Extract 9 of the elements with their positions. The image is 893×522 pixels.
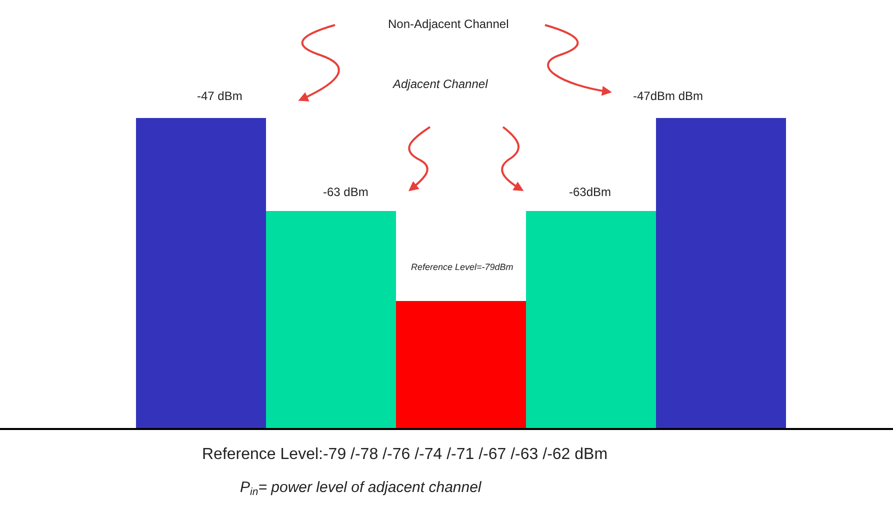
text: Non-Adjacent Channel (388, 17, 509, 31)
text: -47dBm dBm (633, 89, 704, 103)
text: Reference Level:-79 /-78 /-76 /-74 /-71 /-67 /-63 /-62 dBm (202, 446, 608, 463)
annotation: -63dBm (569, 185, 612, 199)
annotation: Reference Level=-79dBm (411, 262, 514, 272)
annotation: -63 dBm (323, 185, 368, 199)
text: Adjacent Channel (392, 77, 488, 91)
text: P$_{in}$= power level of adjacent channel (240, 479, 482, 498)
text: -47 dBm (197, 89, 242, 103)
